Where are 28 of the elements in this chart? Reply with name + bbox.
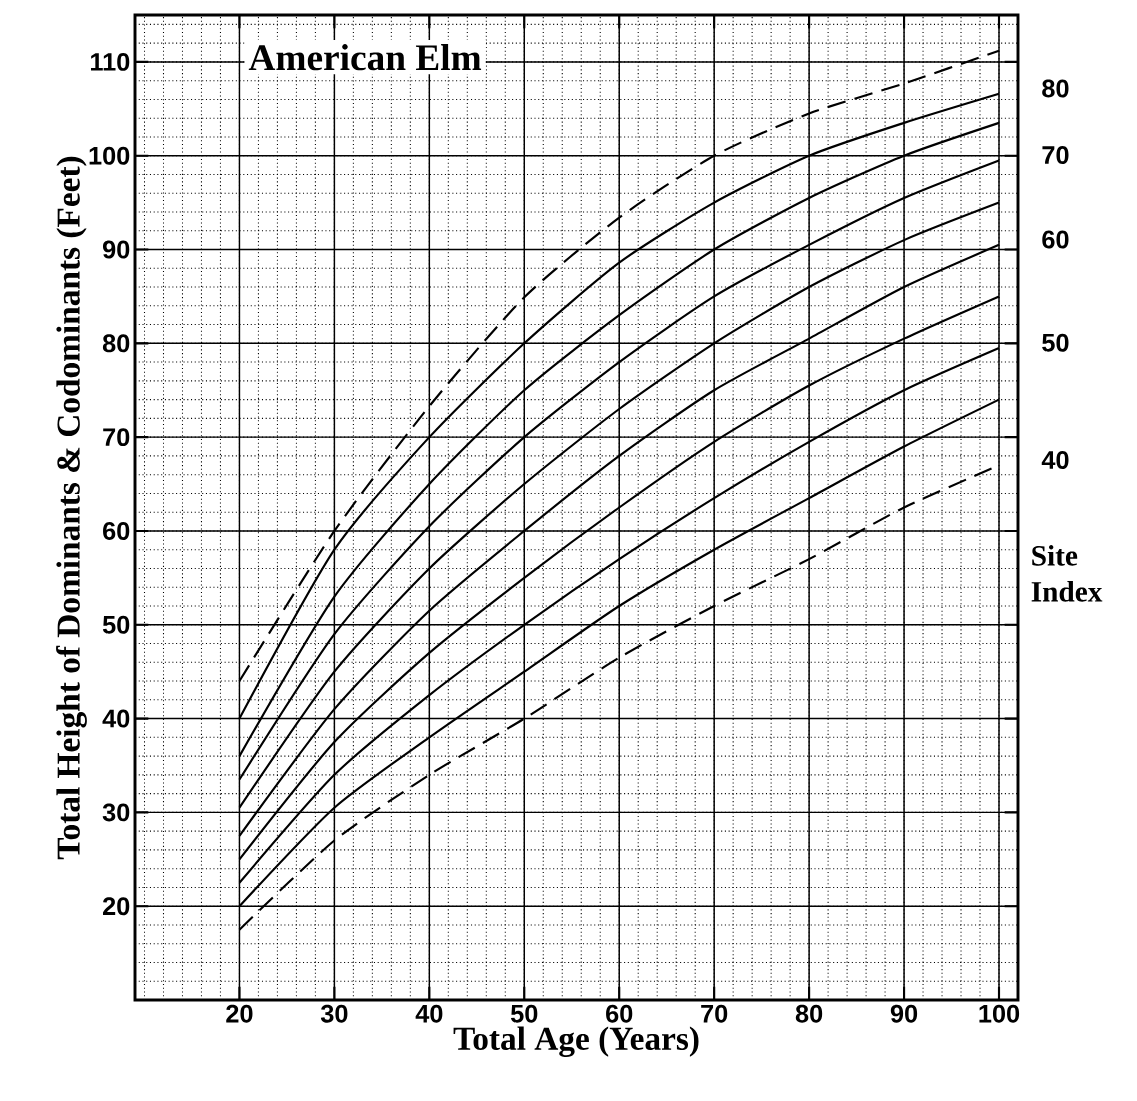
y-tick-label: 30	[102, 803, 130, 822]
x-tick-label: 20	[226, 1004, 253, 1023]
y-tick-label: 50	[102, 615, 130, 634]
x-tick-label: 70	[701, 1004, 728, 1023]
x-tick-label: 30	[320, 1004, 348, 1023]
series-label: 40	[1041, 450, 1069, 469]
legend-label: 50	[1042, 333, 1069, 352]
y-tick-label: 20	[102, 897, 130, 916]
legend-label: 60	[1042, 230, 1069, 249]
legend-label: 70	[1042, 146, 1069, 165]
y-tick-label: 40	[102, 709, 130, 728]
x-tick-label: 100	[979, 1004, 1020, 1023]
x-tick-label: 60	[606, 1004, 633, 1023]
x-tick-label: 90	[890, 1004, 918, 1023]
x-tick-label: 50	[510, 1004, 538, 1023]
y-tick-label: 80	[102, 334, 130, 353]
y-tick-label: 110	[91, 52, 130, 71]
x-tick-label: 40	[415, 1004, 443, 1023]
x-tick-label: 80	[795, 1004, 823, 1023]
text: American Elm	[248, 44, 482, 71]
y-axis-title: Total Height of Dominants & Codominants (Feet)	[56, 156, 87, 860]
y-tick-label: 90	[102, 240, 130, 259]
series-label: 80	[1042, 79, 1069, 98]
y-tick-label: 100	[89, 146, 130, 165]
y-tick-label: 60	[103, 521, 130, 540]
text: Site Index	[1031, 545, 1103, 602]
x-axis-title: Total Age (Years)	[453, 1026, 699, 1057]
y-tick-label: 70	[103, 428, 130, 447]
